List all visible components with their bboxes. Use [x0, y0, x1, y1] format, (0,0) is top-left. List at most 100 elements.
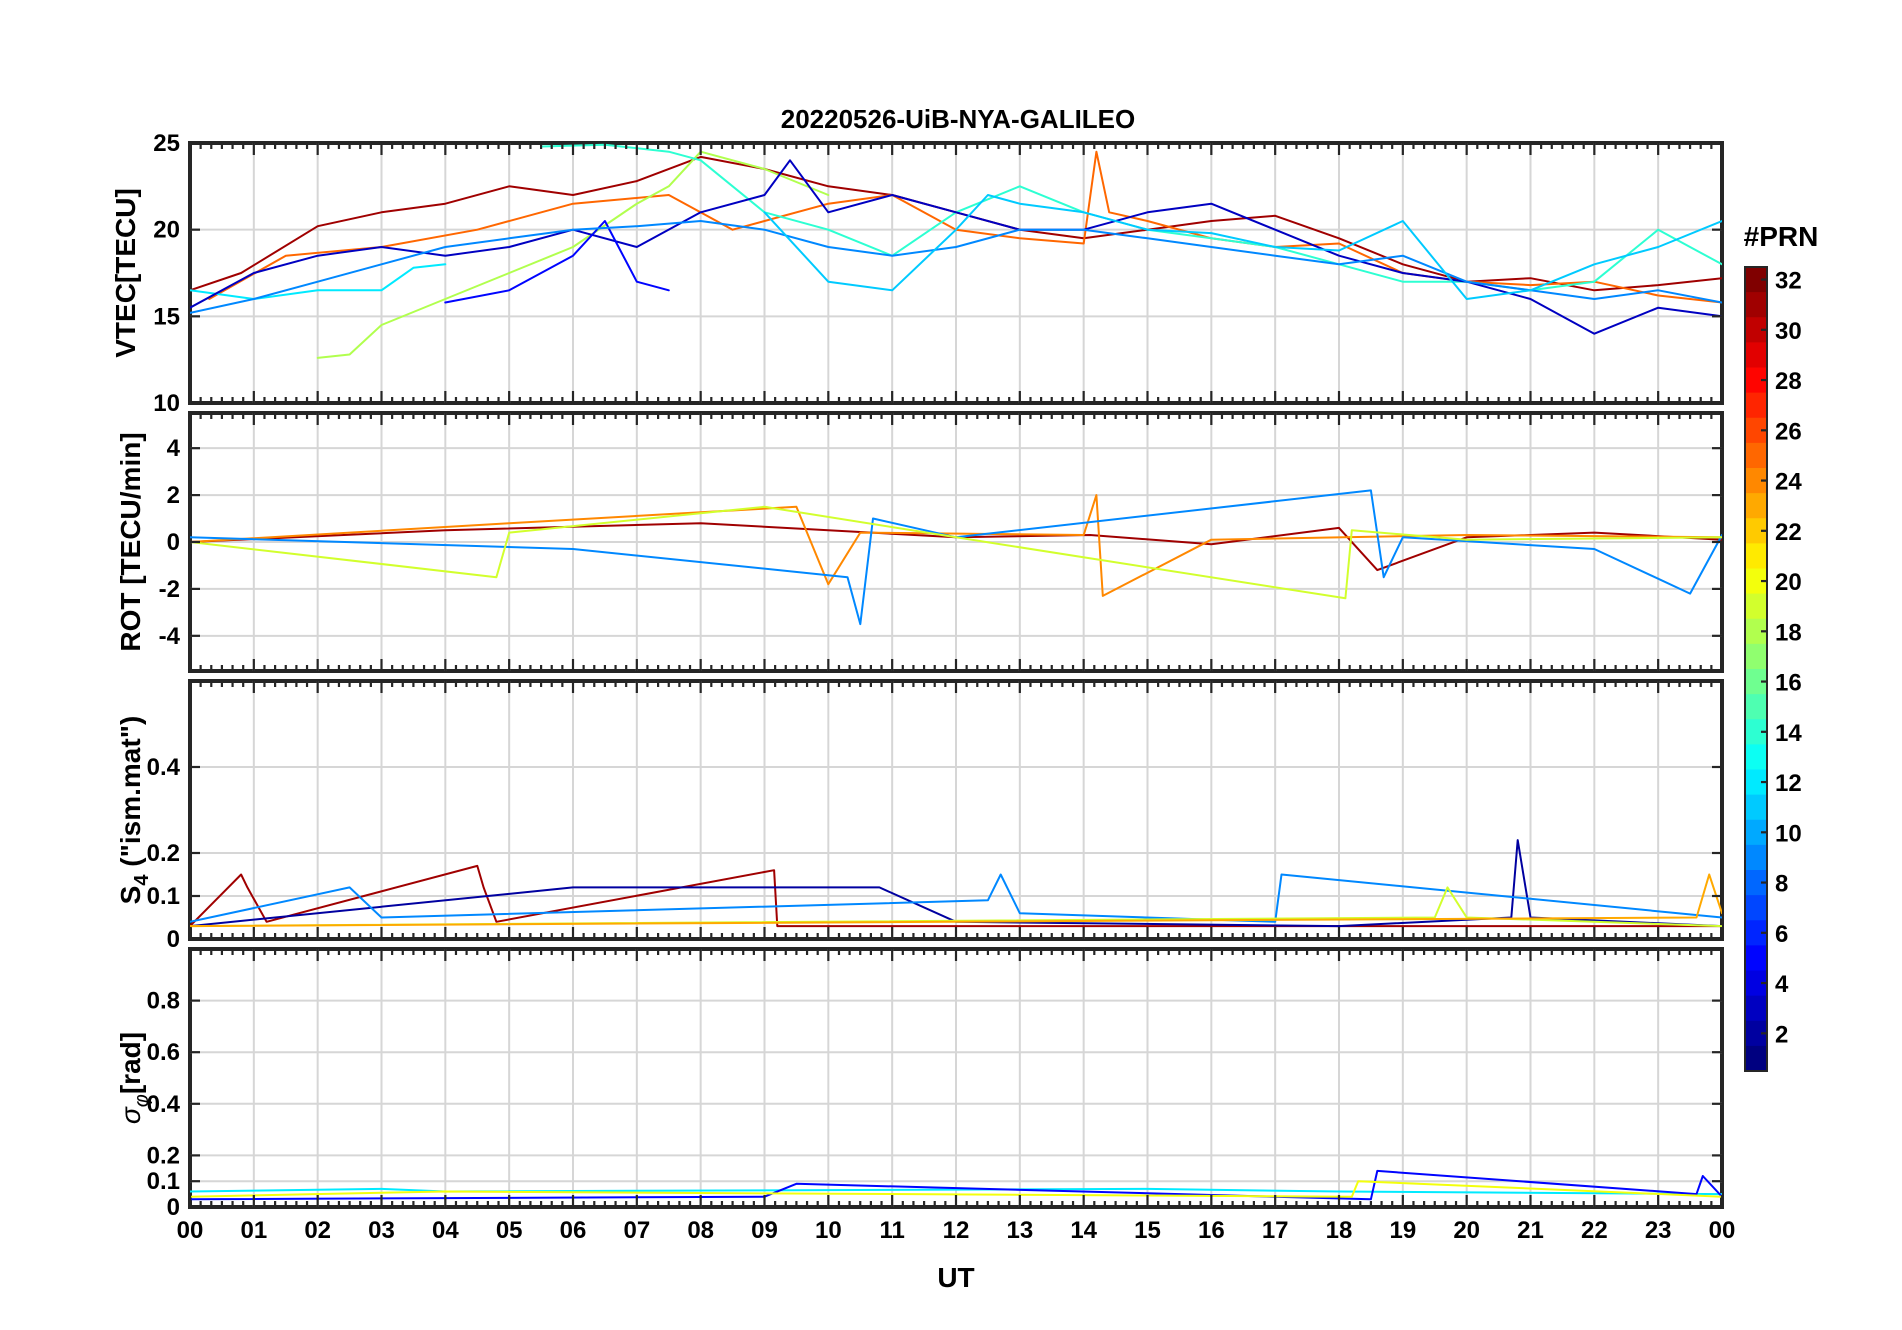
y-tick-label: 0.2 — [147, 1142, 180, 1169]
series-prn-9 — [190, 489, 1722, 626]
colorbar-swatch — [1745, 669, 1767, 695]
series-prn-19 — [190, 505, 1722, 600]
sigma-ylabel-rest: [rad] — [115, 1032, 146, 1094]
colorbar-tick-label: 24 — [1775, 469, 1802, 496]
colorbar-swatch — [1745, 945, 1767, 972]
colorbar-swatch — [1745, 870, 1767, 896]
colorbar-tick-label: 4 — [1775, 971, 1789, 998]
colorbar-swatch — [1745, 292, 1767, 318]
colorbar-swatch — [1745, 895, 1767, 921]
colorbar-swatch — [1745, 267, 1767, 293]
y-tick-label: 0.6 — [147, 1039, 180, 1066]
y-tick-label: 4 — [167, 435, 181, 462]
colorbar-swatch — [1745, 794, 1767, 821]
x-tick-label: 10 — [815, 1217, 842, 1244]
colorbar-swatch — [1745, 442, 1767, 469]
colorbar-title: #PRN — [1744, 221, 1819, 252]
vtec-ylabel: VTEC[TECU] — [110, 188, 141, 358]
series-prn-20 — [190, 1180, 1722, 1198]
x-tick-label: 11 — [879, 1217, 904, 1244]
series-prn-9 — [190, 220, 1722, 314]
x-tick-label: 09 — [751, 1217, 778, 1244]
panel-sigma-series — [190, 1169, 1722, 1201]
colorbar-swatch — [1745, 1045, 1767, 1072]
x-tick-label: 07 — [623, 1217, 650, 1244]
y-tick-label: 10 — [153, 390, 180, 417]
colorbar-swatch — [1745, 970, 1767, 997]
sigma-ylabel-sub: φ — [131, 1094, 153, 1107]
x-tick-label: 12 — [943, 1217, 970, 1244]
y-tick-label: 15 — [153, 303, 180, 330]
x-tick-label: 04 — [432, 1217, 459, 1244]
rot-ylabel: ROT [TECU/min] — [115, 432, 146, 651]
panel-sigma-ticks: 00.10.2 0.4 0.6 0.8 — [147, 949, 1724, 1221]
colorbar-swatch — [1745, 819, 1767, 846]
colorbar-tick-label: 12 — [1775, 770, 1802, 797]
x-tick-label: 13 — [1006, 1217, 1033, 1244]
colorbar-gradient — [1745, 267, 1767, 1072]
x-tick-label: 21 — [1517, 1217, 1544, 1244]
series-prn-3 — [190, 159, 1722, 335]
x-tick-label: 17 — [1262, 1217, 1289, 1244]
colorbar-swatch — [1745, 920, 1767, 946]
series-prn-5 — [444, 220, 670, 304]
colorbar-tick-label: 8 — [1775, 871, 1788, 898]
panel-rot-series — [190, 489, 1722, 626]
colorbar-swatch — [1745, 568, 1767, 595]
series-prn-12 — [190, 1187, 1722, 1196]
colorbar-tick-label: 26 — [1775, 418, 1802, 445]
x-tick-label: 02 — [304, 1217, 331, 1244]
panel-rot: -4 -2 0 2 4 ROT [TECU/min] — [115, 411, 1724, 673]
colorbar-swatch — [1745, 493, 1767, 519]
y-tick-label: -4 — [159, 623, 181, 650]
x-tick-label: 01 — [240, 1217, 267, 1244]
y-tick-label: 25 — [153, 130, 180, 157]
colorbar-tick-label: 14 — [1775, 720, 1802, 747]
y-tick-label: 0 — [167, 1194, 180, 1221]
colorbar-tick-label: 18 — [1775, 619, 1802, 646]
colorbar-swatch — [1745, 769, 1767, 796]
colorbar-swatch — [1745, 543, 1767, 570]
s4-ylabel-main: S — [115, 886, 146, 905]
colorbar-frame — [1744, 266, 1768, 1072]
sigma-ylabel-main: σ — [115, 1106, 146, 1124]
panel-sigma: 00.10.2 0.4 0.6 0.8 σφ[rad] — [115, 947, 1724, 1221]
y-tick-label: -2 — [159, 576, 180, 603]
colorbar-swatch — [1745, 417, 1767, 444]
colorbar-swatch — [1745, 468, 1767, 494]
x-tick-label: 00 — [1709, 1217, 1736, 1244]
series-prn-12 — [190, 263, 447, 300]
y-tick-label: 0.4 — [147, 754, 181, 781]
colorbar: #PRN 32 30 28 26 24 22 20 18 16 14 12 10 8 6 4 2 — [1744, 221, 1819, 1072]
colorbar-tick-label: 30 — [1775, 318, 1802, 345]
colorbar-tick-label: 10 — [1775, 820, 1802, 847]
panel-s4: 0 0.1 0.2 0.4 S4 ("ism.mat") — [115, 679, 1724, 953]
colorbar-tick-label: 2 — [1775, 1021, 1788, 1048]
colorbar-swatch — [1745, 367, 1767, 394]
colorbar-tick-label: 16 — [1775, 670, 1802, 697]
colorbar-swatch — [1745, 518, 1767, 544]
y-tick-label: 0.2 — [147, 840, 180, 867]
x-tick-label: 19 — [1389, 1217, 1416, 1244]
panel-rot-ticks: -4 -2 0 2 4 — [159, 413, 1724, 671]
series-prn-9 — [190, 873, 1722, 923]
x-tick-label: 08 — [687, 1217, 714, 1244]
x-tick-label: 22 — [1581, 1217, 1608, 1244]
s4-ylabel-sub: 4 — [131, 874, 153, 886]
colorbar-tick-label: 20 — [1775, 569, 1802, 596]
series-prn-31 — [190, 864, 1722, 928]
colorbar-swatch — [1745, 392, 1767, 419]
panel-s4-ticks: 0 0.1 0.2 0.4 — [147, 681, 1724, 953]
colorbar-tick-label: 22 — [1775, 519, 1802, 546]
y-tick-label: 0.1 — [147, 883, 180, 910]
series-prn-18 — [316, 150, 830, 359]
colorbar-swatch — [1745, 844, 1767, 871]
x-tick-label: 16 — [1198, 1217, 1225, 1244]
series-prn-11 — [763, 194, 1722, 300]
colorbar-swatch — [1745, 744, 1767, 771]
y-tick-label: 0.1 — [147, 1168, 180, 1195]
x-axis-label: UT — [937, 1262, 974, 1293]
x-tick-label: 18 — [1326, 1217, 1353, 1244]
panel-sigma-grid — [190, 949, 1722, 1207]
panel-s4-grid — [190, 681, 1722, 939]
